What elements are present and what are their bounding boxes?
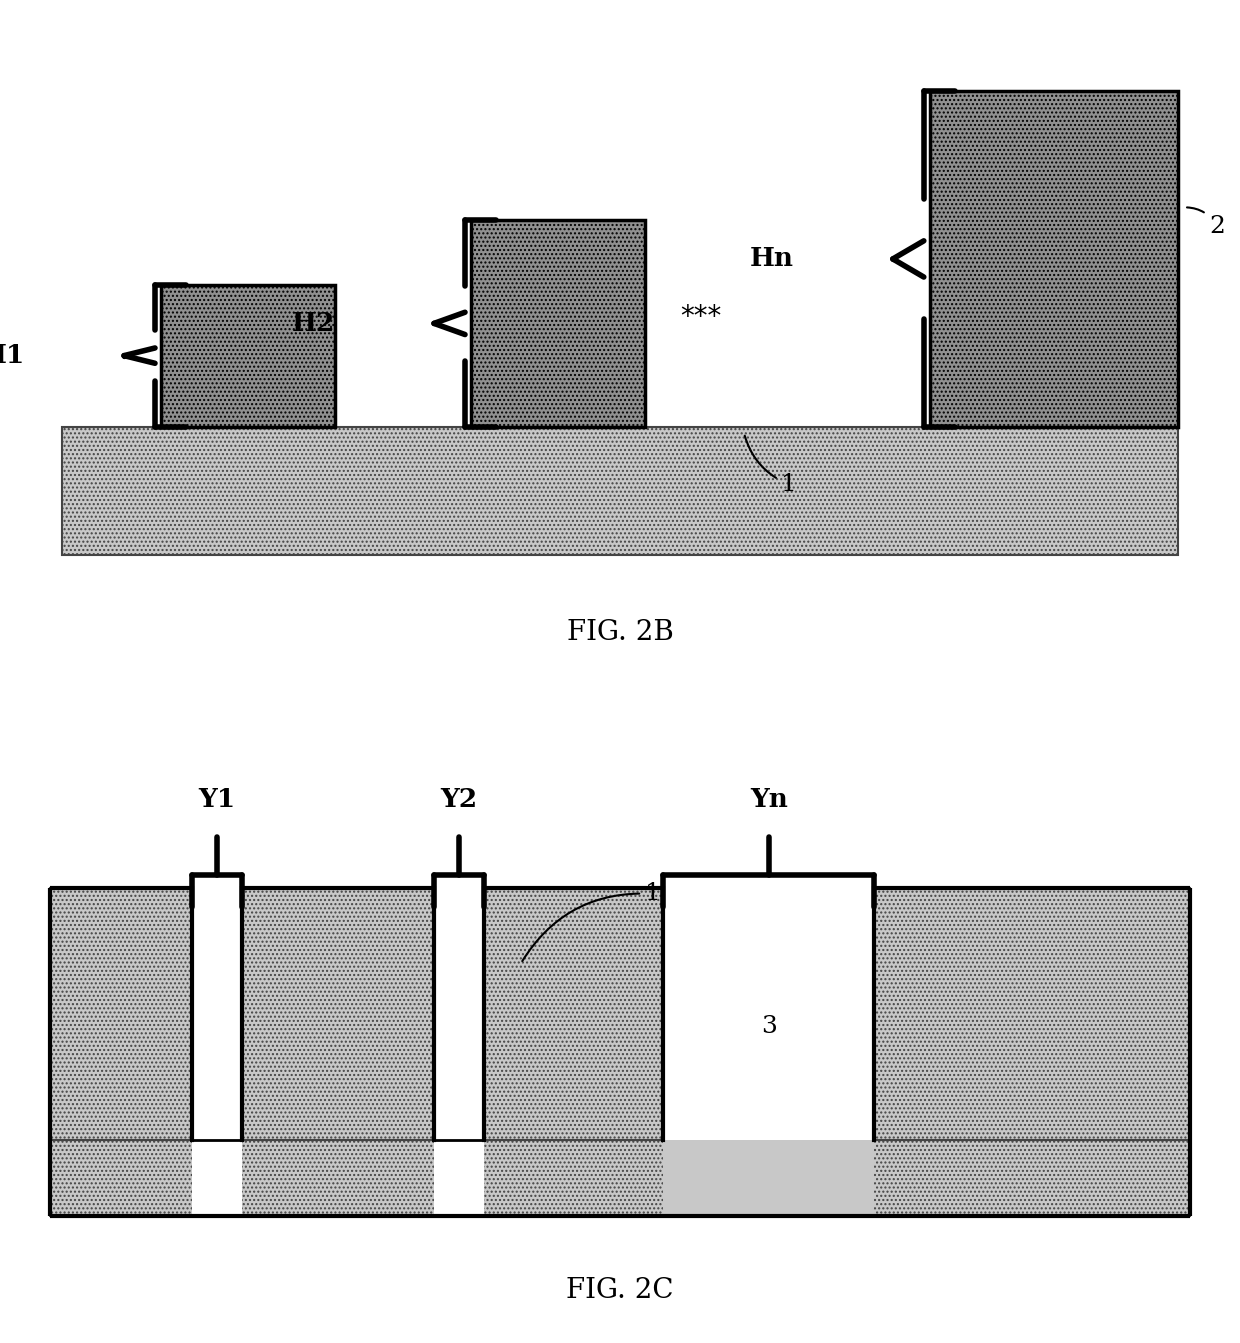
Text: 2: 2 [1187, 207, 1225, 238]
Text: FIG. 2B: FIG. 2B [567, 619, 673, 646]
Bar [50, 1140, 1190, 1215]
Bar [663, 876, 874, 1140]
Bar [50, 888, 192, 1140]
Bar [62, 427, 1178, 556]
Bar [192, 1133, 242, 1215]
Text: Y1: Y1 [198, 787, 236, 813]
Text: 1: 1 [745, 435, 797, 496]
Bar [471, 220, 645, 427]
Bar [874, 888, 1190, 1140]
Bar [484, 888, 663, 1140]
Text: FIG. 2C: FIG. 2C [567, 1277, 673, 1304]
Bar [434, 1133, 484, 1215]
Bar [161, 285, 335, 427]
Text: H2: H2 [291, 310, 335, 336]
Bar [242, 888, 434, 1140]
Bar [192, 876, 242, 1140]
Text: ***: *** [680, 304, 722, 330]
Text: Yn: Yn [750, 787, 787, 813]
Text: H1: H1 [0, 342, 25, 368]
Text: Y2: Y2 [440, 787, 477, 813]
Text: 3: 3 [761, 1015, 776, 1038]
Bar [930, 91, 1178, 427]
Text: 1: 1 [522, 882, 661, 962]
Bar [434, 876, 484, 1140]
Bar [663, 1140, 874, 1215]
Text: Hn: Hn [750, 246, 794, 271]
